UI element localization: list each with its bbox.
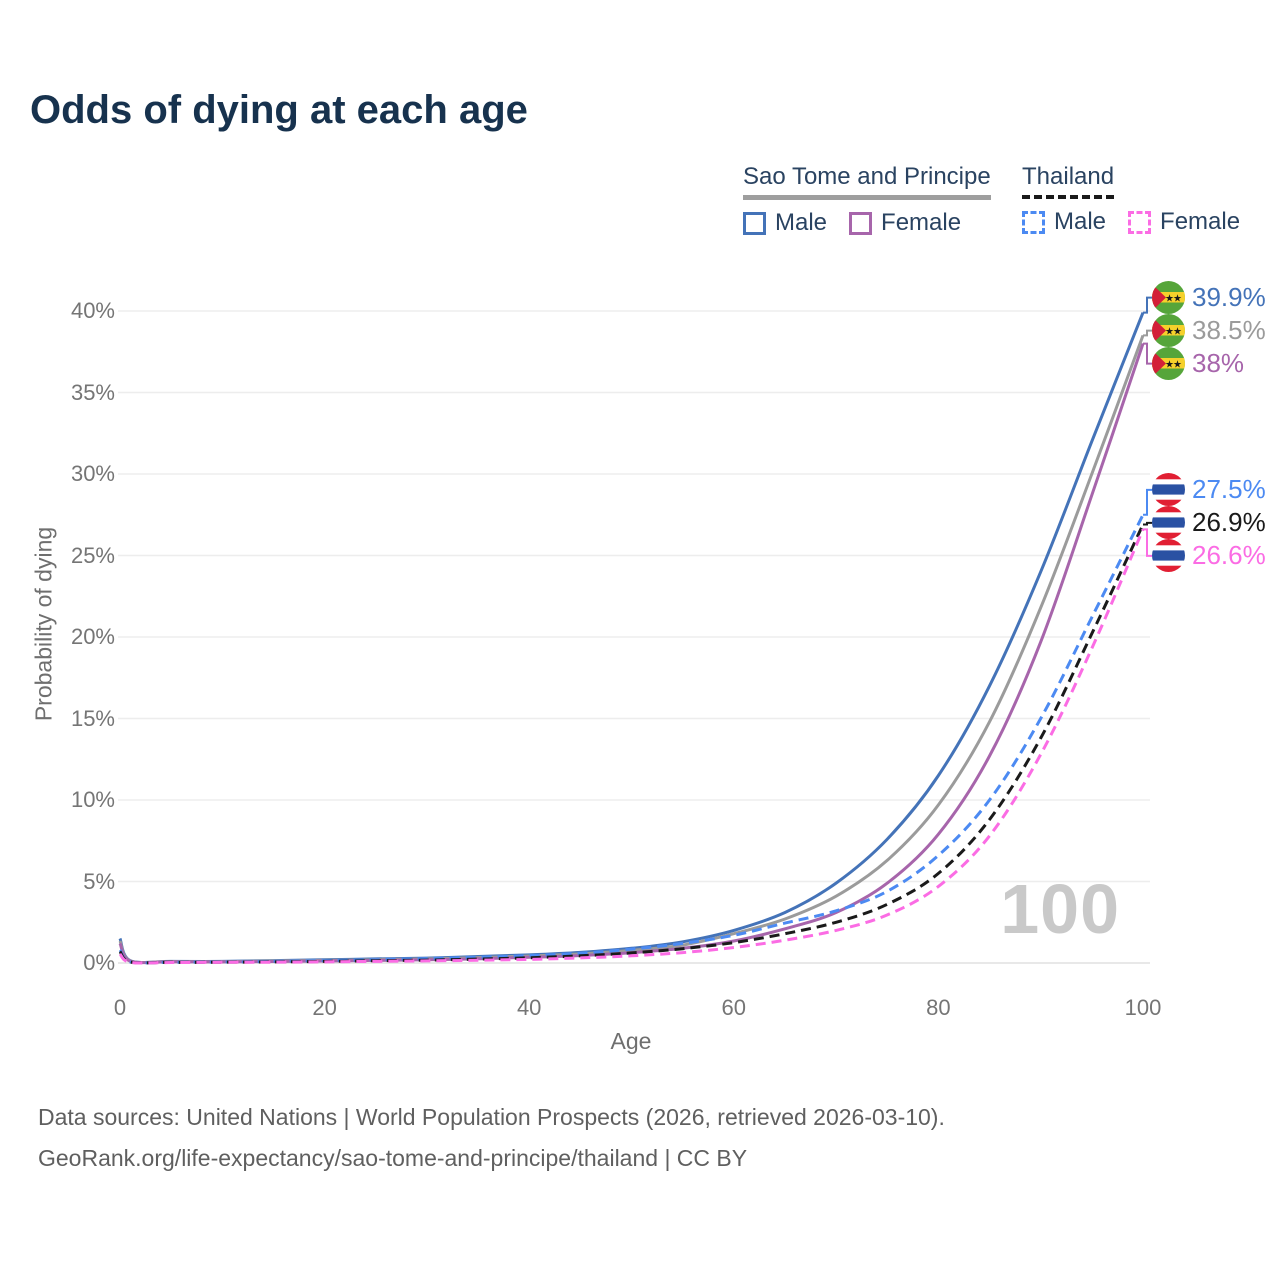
label-connector-stp-both: [1143, 329, 1152, 337]
end-label-row-th-both: 26.9%: [1152, 506, 1266, 540]
th-female-swatch-icon: [1128, 210, 1152, 234]
label-connector-stp-female: [1143, 342, 1152, 365]
y-axis-title: Probability of dying: [30, 526, 57, 722]
legend-item-label: Female: [881, 209, 962, 236]
end-label-value-th-female: 26.6%: [1192, 540, 1266, 571]
thailand-flag-icon: [1152, 539, 1185, 573]
svg-text:★: ★: [1173, 294, 1182, 305]
legend-item-label: Male: [775, 209, 828, 236]
series-line-th-male[interactable]: [118, 514, 1145, 965]
end-label-value-stp-male: 39.9%: [1192, 282, 1266, 313]
legend-item-label: Male: [1054, 208, 1107, 235]
y-tick-label-15: 15%: [70, 705, 115, 731]
th-male-swatch-icon: [1022, 210, 1045, 234]
label-connector-th-both: [1143, 521, 1152, 526]
stp-female-swatch-icon: [849, 211, 873, 235]
series-line-th-female[interactable]: [118, 528, 1145, 965]
y-tick-label-10: 10%: [70, 787, 115, 812]
end-label-value-stp-female: 38%: [1192, 348, 1245, 379]
legend-items-thailand: Male Female: [1022, 208, 1240, 236]
end-label-row-stp-female: ★ ★ 38%: [1152, 347, 1245, 381]
legend-item-stp-female[interactable]: Female: [849, 209, 961, 237]
x-tick-label-40: 40: [516, 995, 542, 1020]
sao-tome-flag-icon: ★ ★: [1152, 314, 1185, 348]
thailand-flag-icon: [1152, 473, 1185, 507]
y-tick-label-30: 30%: [70, 461, 115, 486]
x-tick-label-100: 100: [1124, 995, 1162, 1020]
svg-text:★: ★: [1173, 360, 1182, 371]
page-title: Odds of dying at each age: [30, 88, 528, 132]
stp-male-swatch-icon: [743, 211, 766, 235]
label-connector-th-male: [1143, 488, 1152, 516]
legend-items-sao-tome: Male Female: [743, 209, 991, 237]
y-tick-label-25: 25%: [70, 542, 115, 568]
label-connector-th-female: [1143, 528, 1152, 557]
x-tick-label-60: 60: [721, 995, 747, 1020]
legend-country-label-sao-tome: Sao Tome and Principe: [743, 163, 991, 200]
svg-text:★: ★: [1165, 294, 1174, 305]
x-axis-title: Age: [610, 1028, 652, 1054]
svg-text:★: ★: [1165, 327, 1174, 338]
footer-data-sources: Data sources: United Nations | World Pop…: [38, 1104, 945, 1130]
legend-item-stp-male[interactable]: Male: [743, 209, 827, 237]
end-label-value-th-both: 26.9%: [1192, 507, 1266, 538]
x-tick-label-80: 80: [926, 995, 951, 1020]
y-tick-label-40: 40%: [70, 298, 115, 323]
legend-item-th-male[interactable]: Male: [1022, 208, 1106, 236]
sao-tome-flag-icon: ★ ★: [1152, 347, 1185, 381]
legend-group-thailand: Thailand Male Female: [1022, 163, 1240, 236]
legend-group-sao-tome-and-principe: Sao Tome and Principe Male Female: [743, 163, 991, 237]
legend-item-label: Female: [1160, 208, 1241, 235]
legend-item-th-female[interactable]: Female: [1128, 208, 1240, 236]
y-tick-label-35: 35%: [70, 379, 115, 405]
y-tick-label-5: 5%: [83, 868, 115, 894]
end-label-row-stp-male: ★ ★ 39.9%: [1152, 281, 1266, 315]
age-watermark-100: 100: [1000, 870, 1120, 948]
series-line-stp-female[interactable]: [118, 343, 1145, 965]
end-label-row-th-male: 27.5%: [1152, 473, 1266, 507]
end-label-value-th-male: 27.5%: [1192, 474, 1266, 505]
end-label-row-stp-both: ★ ★ 38.5%: [1152, 314, 1266, 348]
footer-attribution: GeoRank.org/life-expectancy/sao-tome-and…: [38, 1145, 748, 1171]
x-tick-label-20: 20: [312, 995, 337, 1020]
svg-text:★: ★: [1173, 327, 1182, 338]
x-tick-label-0: 0: [113, 995, 127, 1020]
series-line-stp-both[interactable]: [118, 334, 1145, 965]
legend-country-label-thailand: Thailand: [1022, 163, 1115, 199]
thailand-flag-icon: [1152, 506, 1185, 540]
series-line-th-both[interactable]: [118, 523, 1145, 965]
end-label-row-th-female: 26.6%: [1152, 539, 1266, 573]
svg-text:★: ★: [1165, 360, 1174, 371]
sao-tome-flag-icon: ★ ★: [1152, 281, 1185, 315]
y-tick-label-0: 0%: [83, 950, 115, 975]
end-label-value-stp-both: 38.5%: [1192, 315, 1266, 346]
label-connector-stp-male: [1143, 296, 1152, 314]
y-tick-label-20: 20%: [70, 624, 115, 649]
